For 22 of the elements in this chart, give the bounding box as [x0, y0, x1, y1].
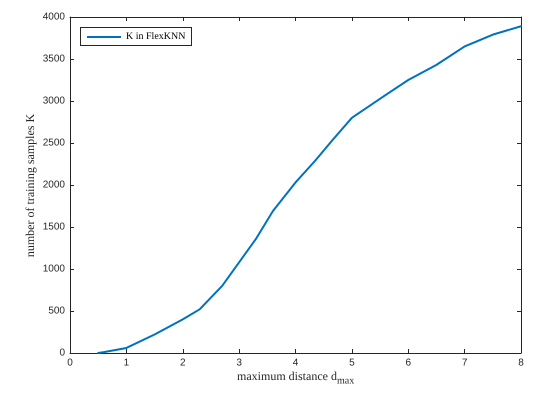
x-tick-label: 4 — [292, 358, 299, 368]
y-tick-label: 2000 — [42, 180, 66, 190]
x-tick-label: 2 — [180, 358, 186, 368]
x-tick-label: 0 — [67, 358, 74, 368]
x-tick-label: 5 — [349, 358, 356, 368]
y-tick-label: 3000 — [42, 96, 66, 106]
y-axis-title: number of training samples K — [22, 113, 38, 257]
y-tick-label: 4000 — [42, 12, 66, 22]
x-tick-label: 7 — [462, 358, 468, 368]
line-series — [97, 25, 522, 354]
y-tick-label: 3500 — [42, 54, 66, 64]
x-tick-label: 1 — [124, 358, 130, 368]
x-tick-label: 3 — [236, 358, 242, 368]
x-axis-title: maximum distance d$_{max}$ — [237, 369, 354, 386]
x-tick-label: 8 — [518, 358, 524, 368]
x-tick-label: 6 — [405, 358, 412, 368]
y-tick-label: 2500 — [42, 138, 66, 148]
y-tick-label: 0 — [59, 348, 66, 358]
y-tick-label: 500 — [48, 306, 66, 316]
y-tick-label: 1000 — [42, 264, 66, 274]
legend-label: K in FlexKNN — [126, 31, 186, 42]
y-tick-label: 1500 — [42, 222, 66, 232]
